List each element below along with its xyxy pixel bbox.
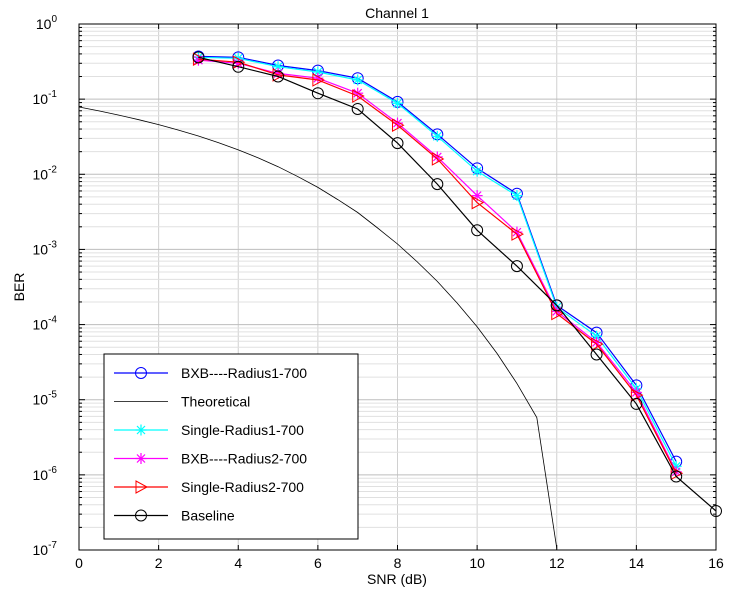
data-point-triangle — [511, 227, 524, 241]
data-point-circle — [590, 348, 603, 361]
chart-title: Channel 1 — [365, 5, 429, 21]
data-point-circle — [232, 60, 245, 73]
legend-label: BXB----Radius1-700 — [181, 365, 307, 381]
x-tick-label: 12 — [549, 555, 565, 571]
legend-label: Theoretical — [181, 394, 250, 410]
data-point-circle — [135, 367, 147, 379]
y-tick-label: 10-1 — [33, 89, 58, 107]
legend-item: BXB----Radius1-700 — [114, 365, 307, 381]
data-point-circle — [351, 102, 364, 115]
x-tick-label: 2 — [155, 555, 163, 571]
data-point-triangle — [431, 152, 445, 166]
legend-item: BXB----Radius2-700 — [114, 451, 307, 467]
series-layer — [78, 50, 722, 549]
y-tick-label: 10-4 — [33, 315, 58, 333]
data-point-asterisk — [352, 74, 364, 86]
series-line — [198, 56, 717, 512]
data-point-circle — [630, 397, 643, 410]
data-point-circle — [510, 260, 523, 273]
plot-frame — [78, 23, 717, 551]
data-point-asterisk — [471, 165, 483, 177]
y-tick-label: 10-5 — [33, 390, 58, 408]
axis-ticks: 0 2 4 6 8 10 12 14 16 10-7 10-6 10-5 10-4 10-3 10-2 10-… — [33, 14, 724, 571]
legend-item: Single-Radius2-700 — [114, 479, 304, 495]
data-point-asterisk — [511, 226, 523, 238]
y-tick-label: 10-2 — [33, 164, 58, 182]
x-tick-label: 14 — [629, 555, 645, 571]
data-point-triangle — [471, 195, 485, 210]
data-point-triangle — [352, 89, 365, 103]
data-point-asterisk — [272, 61, 284, 73]
data-point-circle — [272, 70, 285, 83]
data-point-triangle — [135, 480, 149, 494]
x-tick-label: 6 — [314, 555, 322, 571]
y-tick-label: 10-7 — [33, 540, 58, 558]
x-axis-label: SNR (dB) — [367, 571, 427, 587]
data-point-asterisk — [431, 130, 443, 142]
data-point-triangle — [312, 73, 325, 87]
legend-item: Theoretical — [114, 394, 250, 410]
data-point-asterisk — [135, 424, 147, 436]
series-line — [198, 58, 677, 474]
data-point-asterisk — [392, 97, 403, 109]
data-point-asterisk — [135, 453, 147, 464]
data-point-asterisk — [511, 190, 523, 202]
legend-label: Single-Radius1-700 — [181, 422, 304, 438]
data-point-circle — [431, 178, 444, 191]
y-tick-label: 100 — [36, 14, 58, 32]
data-point-circle — [670, 470, 683, 483]
y-tick-label: 10-6 — [33, 465, 58, 483]
x-tick-label: 10 — [469, 555, 485, 571]
legend-item: Baseline — [114, 508, 235, 524]
legend-label: Single-Radius2-700 — [181, 479, 304, 495]
legend-box — [103, 353, 359, 540]
x-tick-label: 8 — [394, 555, 402, 571]
series-line — [78, 106, 558, 549]
data-point-circle — [471, 224, 484, 237]
data-point-circle — [391, 137, 404, 150]
legend: BXB----Radius1-700 Theoretical Single-Radi… — [103, 353, 359, 540]
data-point-triangle — [591, 337, 604, 351]
y-axis-label: BER — [11, 273, 27, 302]
series-Theoretical — [78, 106, 558, 549]
data-point-triangle — [392, 118, 405, 133]
data-point-circle — [550, 299, 563, 312]
legend-item: Single-Radius1-700 — [114, 422, 304, 438]
legend-label: Baseline — [181, 508, 235, 524]
data-point-circle — [135, 509, 147, 522]
x-tick-label: 16 — [708, 555, 724, 571]
x-tick-label: 0 — [75, 555, 83, 571]
x-tick-label: 4 — [234, 555, 242, 571]
series-Single-Radius2-700 — [192, 52, 684, 481]
data-point-circle — [311, 87, 324, 100]
data-point-triangle — [232, 55, 246, 70]
y-tick-label: 10-3 — [33, 239, 58, 257]
legend-label: BXB----Radius2-700 — [181, 451, 307, 467]
data-point-circle — [192, 51, 205, 64]
